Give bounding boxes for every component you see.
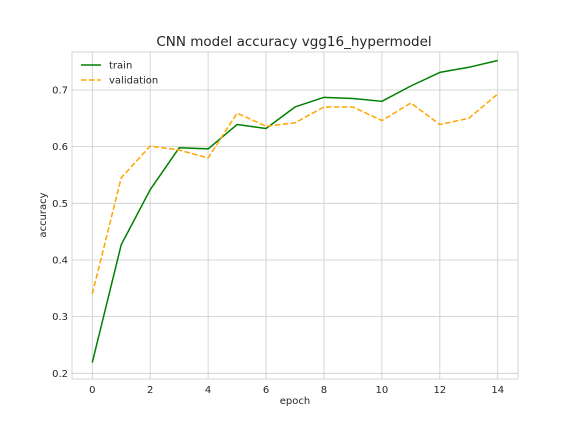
x-tick-label: 10	[376, 385, 389, 396]
y-axis-label: accuracy	[38, 192, 49, 237]
legend: train validation	[81, 61, 158, 87]
x-tick-label: 0	[89, 385, 95, 396]
legend-label-validation: validation	[109, 76, 158, 87]
x-tick-label: 4	[205, 385, 211, 396]
legend-label-train: train	[109, 61, 132, 72]
y-tick-label: 0.4	[52, 255, 68, 266]
x-axis-label: epoch	[280, 396, 310, 407]
x-tick-label: 2	[147, 385, 153, 396]
gridlines	[72, 52, 518, 379]
y-tick-label: 0.6	[52, 142, 68, 153]
y-tick-label: 0.7	[52, 85, 68, 96]
x-tick-label: 14	[491, 385, 504, 396]
x-tick-label: 8	[321, 385, 327, 396]
x-tick-label: 12	[433, 385, 446, 396]
data-series	[91, 59, 499, 363]
tick-labels: 0 2 4 6 8 10 12 14 0.2 0.3 0.4 0.5 0.6 0.7	[52, 85, 504, 396]
y-tick-label: 0.3	[52, 312, 68, 323]
x-tick-label: 6	[263, 385, 269, 396]
y-tick-label: 0.2	[52, 369, 68, 380]
series-line-train	[91, 59, 498, 363]
y-tick-label: 0.5	[52, 199, 68, 210]
plot-area	[71, 51, 519, 380]
series-line-validation	[91, 93, 499, 295]
chart-title: CNN model accuracy vgg16_hypermodel	[156, 34, 431, 50]
